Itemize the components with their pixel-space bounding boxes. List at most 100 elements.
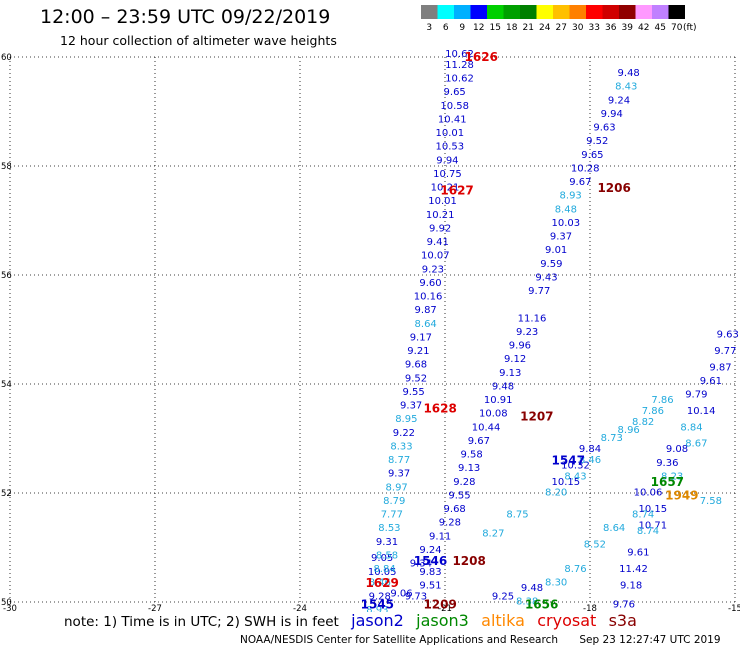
y-tick-label: 56: [1, 271, 12, 281]
time-marker: 1628: [423, 402, 456, 416]
wave-height-label: 9.48: [618, 68, 640, 79]
wave-height-label: 9.31: [376, 537, 398, 548]
wave-height-label: 8.93: [560, 191, 582, 202]
wave-height-label: 8.82: [632, 417, 654, 428]
scale-swatch: [619, 5, 636, 19]
wave-height-label: 9.65: [444, 87, 466, 98]
wave-height-label: 8.84: [680, 422, 702, 433]
time-marker: 1545: [361, 598, 394, 612]
y-tick-label: 60: [1, 53, 12, 63]
pass-jason2: 9.739.06 9.51 9.83 9.25 9.48 10.15 10.32 9.84 9.…: [390, 330, 739, 611]
wave-height-label: 9.48: [492, 381, 514, 392]
scale-swatch: [437, 5, 454, 19]
scale-label: 18: [506, 23, 518, 33]
wave-height-label: 9.48: [521, 583, 543, 594]
y-tick-label: 54: [1, 380, 12, 390]
legend-jason2: jason2: [351, 611, 404, 630]
wave-height-label: 9.68: [405, 360, 427, 371]
wave-height-label: 8.33: [390, 441, 412, 452]
wave-height-label: 9.52: [586, 136, 608, 147]
wave-height-label: 9.67: [569, 177, 591, 188]
wave-height-label: 8.30: [545, 578, 567, 589]
legend: note: 1) Time is in UTC; 2) SWH is in fe…: [64, 611, 637, 630]
wave-height-label: 10.62: [445, 74, 474, 85]
wave-height-label: 10.01: [428, 196, 457, 207]
scale-label: 6: [443, 23, 449, 33]
wave-height-label: 8.23: [661, 471, 683, 482]
scale-label: 39: [622, 23, 634, 33]
pass-jason3: 8.64 8.95 8.33 8.77 8.97 8.79 7.77 8.53 8.58 8.84…: [366, 319, 437, 612]
wave-height-label: 10.16: [414, 292, 443, 303]
wave-height-label: 9.55: [402, 387, 424, 398]
scale-unit: (ft): [683, 23, 697, 33]
wave-height-label: 9.34: [410, 559, 432, 570]
wave-height-label: 10.71: [639, 520, 668, 531]
wave-height-label: 8.76: [564, 564, 586, 575]
wave-height-label: 9.92: [429, 223, 451, 234]
scale-swatch: [536, 5, 553, 19]
scale-swatch: [503, 5, 520, 19]
scale-swatch: [668, 5, 685, 19]
scale-swatch: [602, 5, 619, 19]
wave-height-label: 8.73: [601, 433, 623, 444]
wave-height-label: 10.28: [571, 163, 600, 174]
time-marker: 1206: [597, 181, 630, 195]
scale-label: 42: [638, 23, 649, 33]
wave-height-label: 8.48: [555, 204, 577, 215]
wave-height-label: 8.75: [506, 510, 528, 521]
wave-height-label: 10.62: [445, 49, 474, 60]
color-scale: 3 6 9 12 15 18 21 24 27 30 33 36 39 42 45 70 (ft): [421, 5, 697, 33]
wave-height-label: 8.58: [376, 550, 398, 561]
footer-timestamp: Sep 23 12:27:47 UTC 2019: [579, 634, 721, 646]
wave-height-label: 9.05: [371, 553, 393, 564]
wave-height-label: 9.83: [419, 567, 441, 578]
wave-height-label: 10.21: [426, 210, 455, 221]
y-tick-label: 58: [1, 162, 12, 172]
wave-height-label: 7.86: [651, 395, 673, 406]
wave-height-label: 9.61: [627, 548, 649, 559]
wave-height-label: 9.79: [685, 390, 707, 401]
wave-height-label: 8.93: [366, 605, 388, 612]
wave-height-label: 8.46: [579, 455, 601, 466]
x-tick-label: -30: [3, 604, 17, 612]
wave-height-label: 8.97: [386, 482, 408, 493]
x-tick-label: -15: [728, 604, 740, 612]
wave-height-label: 9.43: [535, 272, 557, 283]
wave-height-label: 9.52: [405, 373, 427, 384]
wave-height-label: 8.67: [685, 439, 707, 450]
wave-height-label: 10.32: [561, 460, 590, 471]
wave-height-label: 9.13: [499, 368, 521, 379]
wave-height-label: 8.95: [395, 414, 417, 425]
wave-height-label: 8.79: [383, 496, 405, 507]
wave-height-label: 7.86: [642, 406, 664, 417]
pass-jason2: 10.6211.2810.629.6510.5810.4110.0110.539…: [368, 49, 474, 602]
scale-swatch: [520, 5, 537, 19]
time-marker: 1629: [365, 576, 398, 590]
scale-label: 30: [572, 23, 584, 33]
scale-label: 15: [490, 23, 501, 33]
scale-swatch: [454, 5, 471, 19]
legend-s3a: s3a: [608, 611, 637, 630]
time-marker: 1656: [525, 598, 558, 612]
footer-org: NOAA/NESDIS Center for Satellite Applica…: [240, 634, 558, 646]
time-marker: 1208: [452, 554, 485, 568]
wave-height-label: 9.63: [717, 330, 739, 341]
wave-height-label: 8.74: [637, 526, 659, 537]
time-marker: 1546: [414, 554, 447, 568]
wave-height-label: 8.77: [388, 455, 410, 466]
map-grid: [9, 56, 736, 603]
wave-height-label: 10.05: [368, 567, 397, 578]
wave-height-label: 9.28: [453, 477, 475, 488]
wave-height-label: 9.12: [504, 354, 526, 365]
scale-swatch: [569, 5, 586, 19]
scale-swatch: [635, 5, 652, 19]
wave-height-label: 10.41: [438, 114, 467, 125]
wave-height-label: 9.06: [390, 589, 412, 600]
wave-height-label: 10.08: [479, 409, 508, 420]
wave-height-label: 9.23: [422, 264, 444, 275]
wave-height-label: 8.74: [632, 510, 654, 521]
scale-label: 70: [671, 23, 683, 33]
scale-label: 12: [473, 23, 484, 33]
wave-height-label: 9.08: [666, 444, 688, 455]
wave-height-label: 9.96: [509, 341, 531, 352]
